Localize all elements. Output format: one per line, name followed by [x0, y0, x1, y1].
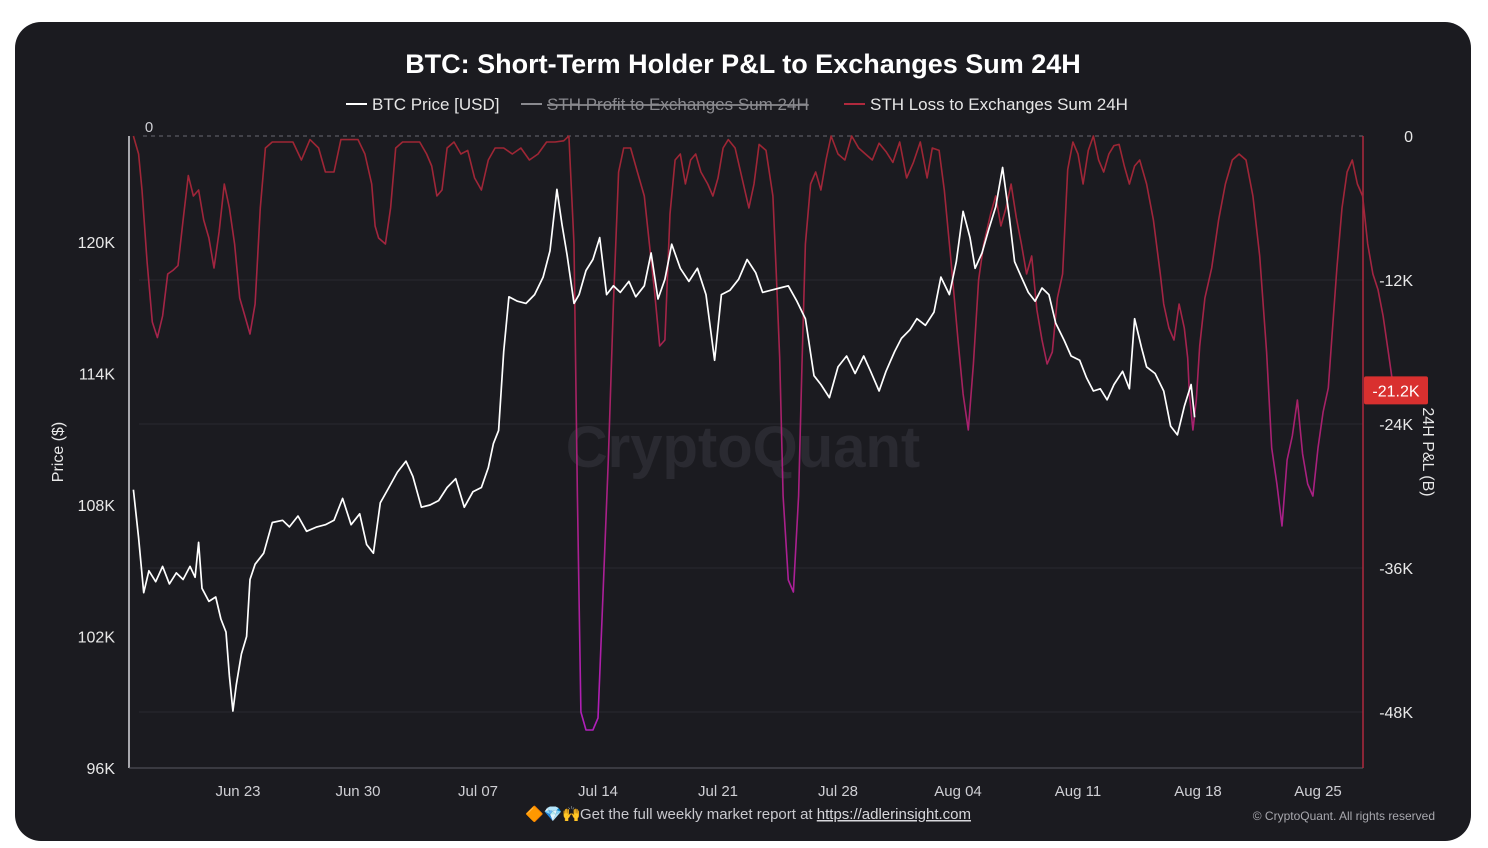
gridlines — [139, 279, 1363, 713]
series-line-sth-loss — [132, 135, 1396, 731]
x-tick-label: Jul 07 — [458, 783, 498, 800]
right-axis-title: 24H P&L (B) — [1419, 407, 1436, 496]
right-axis-ticks: 0 -12K -24K -36K -48K — [1379, 129, 1413, 722]
x-tick-label: Jun 30 — [335, 783, 380, 800]
x-axis-ticks: Jun 23 Jun 30 Jul 07 Jul 14 Jul 21 Jul 28 Aug … — [215, 783, 1341, 800]
y-right-tick-label: -24K — [1379, 417, 1413, 434]
x-tick-label: Aug 04 — [934, 783, 982, 800]
x-tick-label: Aug 11 — [1055, 783, 1101, 800]
x-tick-label: Jul 14 — [578, 783, 618, 800]
x-tick-label: Jul 21 — [698, 783, 738, 800]
last-value-badge-text: -21.2K — [1372, 383, 1419, 400]
footer-link[interactable]: https://adlerinsight.com — [817, 806, 971, 823]
chart-card: CryptoQuant BTC: Short-Term Holder P&L t… — [15, 22, 1471, 841]
x-tick-label: Jun 23 — [215, 783, 260, 800]
legend: BTC Price [USD] STH Profit to Exchanges … — [346, 95, 1128, 114]
footer-emoji: 🔶💎🙌 — [525, 805, 581, 823]
last-value-badge: -21.2K — [1364, 376, 1428, 405]
series-line-btc-price — [132, 166, 1196, 712]
y-left-tick-label: 108K — [78, 498, 116, 515]
y-right-tick-label: -36K — [1379, 561, 1413, 578]
y-right-tick-label: -48K — [1379, 705, 1413, 722]
x-tick-label: Aug 18 — [1174, 783, 1222, 800]
watermark: CryptoQuant — [566, 415, 920, 480]
legend-item-loss[interactable]: STH Loss to Exchanges Sum 24H — [870, 95, 1128, 114]
y-right-tick-label: -12K — [1379, 273, 1413, 290]
last-value-badge-bg — [1364, 376, 1428, 405]
footer-text: Get the full weekly market report at htt… — [580, 806, 971, 823]
top-zero-label: 0 — [145, 119, 153, 136]
left-axis-ticks: 120K 114K 108K 102K 96K — [78, 235, 116, 778]
y-left-tick-label: 96K — [87, 761, 116, 778]
legend-item-price[interactable]: BTC Price [USD] — [372, 95, 500, 114]
y-left-tick-label: 102K — [78, 630, 116, 647]
legend-item-profit[interactable]: STH Profit to Exchanges Sum 24H — [547, 95, 809, 114]
y-right-tick-label: 0 — [1404, 129, 1413, 146]
y-left-tick-label: 120K — [78, 235, 116, 252]
x-tick-label: Jul 28 — [818, 783, 858, 800]
y-left-tick-label: 114K — [79, 367, 116, 384]
copyright: © CryptoQuant. All rights reserved — [1253, 809, 1435, 823]
x-tick-label: Aug 25 — [1294, 783, 1342, 800]
left-axis-title: Price ($) — [50, 422, 67, 482]
footer-text-label: Get the full weekly market report at — [580, 806, 817, 823]
chart-svg: CryptoQuant BTC: Short-Term Holder P&L t… — [50, 49, 1436, 823]
chart-title: BTC: Short-Term Holder P&L to Exchanges … — [405, 49, 1081, 79]
